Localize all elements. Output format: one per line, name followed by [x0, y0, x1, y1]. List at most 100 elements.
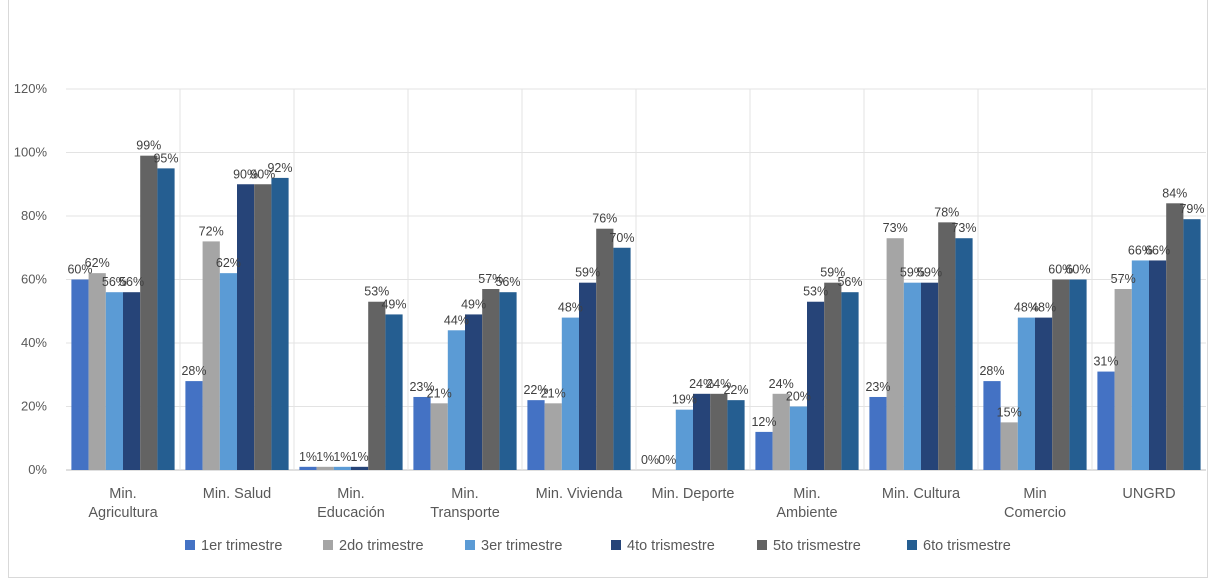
legend-label: 2do trimestre: [339, 538, 424, 554]
data-label: 0%: [641, 453, 659, 467]
bar: [579, 282, 597, 470]
data-labels: 60%62%56%56%99%95%28%72%62%90%90%92%1% 1%…: [67, 139, 1204, 467]
data-label: 48%: [558, 301, 583, 315]
data-label: 1%: [299, 450, 317, 464]
data-label: 28%: [181, 364, 206, 378]
bar: [983, 381, 1001, 470]
y-tick-label: 100%: [14, 145, 48, 160]
data-label: 1%: [316, 450, 334, 464]
data-label: 57%: [478, 272, 503, 286]
legend-item: 4to trismestre: [611, 538, 715, 554]
data-label: 49%: [461, 297, 486, 311]
bar: [105, 292, 123, 470]
data-label: 62%: [85, 256, 110, 270]
data-label: 24%: [706, 377, 731, 391]
data-label: 59%: [900, 266, 925, 280]
data-label: 31%: [1093, 355, 1118, 369]
x-axis-labels: Min. Agricultura Min. Salud Min. Educación Mi…: [88, 486, 1175, 521]
x-tick-label: Min.: [793, 486, 820, 502]
data-label: 92%: [267, 161, 292, 175]
x-tick-label: Min. Deporte: [651, 486, 734, 502]
data-label: 76%: [592, 212, 617, 226]
bar: [1131, 260, 1149, 470]
legend-label: 5to trismestre: [773, 538, 861, 554]
bar: [841, 292, 859, 470]
legend-swatch: [611, 540, 621, 550]
bar: [271, 177, 289, 470]
data-label: 24%: [769, 377, 794, 391]
bars: [71, 155, 1201, 471]
data-label: 44%: [444, 313, 469, 327]
bar: [123, 292, 141, 470]
data-label: 53%: [803, 285, 828, 299]
bar: [755, 431, 773, 470]
data-label: 60%: [67, 263, 92, 277]
bar: [955, 238, 973, 470]
bar: [254, 184, 272, 470]
legend-item: 6to trismestre: [907, 538, 1011, 554]
legend-item: 1er trimestre: [185, 538, 282, 554]
legend-label: 1er trimestre: [201, 538, 282, 554]
bar: [333, 466, 351, 470]
bar: [544, 403, 562, 470]
bar: [219, 273, 237, 470]
data-label: 24%: [689, 377, 714, 391]
legend-swatch: [323, 540, 333, 550]
bar: [1097, 371, 1115, 470]
bar: [613, 247, 631, 470]
data-label: 78%: [934, 205, 959, 219]
data-label: 99%: [136, 139, 161, 153]
data-label: 48%: [1014, 301, 1039, 315]
bar: [727, 400, 745, 470]
x-tick-label: Min.: [337, 486, 364, 502]
data-label: 56%: [119, 275, 144, 289]
data-label: 22%: [523, 383, 548, 397]
data-label: 21%: [427, 386, 452, 400]
x-tick-label: Ambiente: [776, 505, 837, 521]
data-label: 73%: [951, 221, 976, 235]
x-tick-label: Min. Cultura: [882, 486, 961, 502]
data-label: 79%: [1179, 202, 1204, 216]
legend-swatch: [907, 540, 917, 550]
bar: [938, 222, 956, 470]
legend-item: 2do trimestre: [323, 538, 424, 554]
legend-label: 6to trismestre: [923, 538, 1011, 554]
data-label: 66%: [1145, 243, 1170, 257]
x-tick-label: UNGRD: [1122, 486, 1175, 502]
x-tick-label: Min. Salud: [203, 486, 272, 502]
bar: [527, 400, 545, 470]
bar: [316, 466, 334, 470]
bar: [1000, 422, 1018, 470]
data-label: 53%: [364, 285, 389, 299]
data-label: 57%: [1111, 272, 1136, 286]
legend-item: 5to trismestre: [757, 538, 861, 554]
legend-label: 3er trimestre: [481, 538, 562, 554]
x-tick-label: Transporte: [430, 505, 500, 521]
bar: [1114, 289, 1132, 470]
bar: [499, 292, 517, 470]
bar: [807, 301, 825, 470]
legend: 1er trimestre 2do trimestre 3er trimestre 4…: [185, 538, 1011, 554]
data-label: 20%: [786, 390, 811, 404]
data-label: 62%: [216, 256, 241, 270]
data-label: 56%: [837, 275, 862, 289]
bar: [368, 301, 386, 470]
x-tick-label: Min. Vivienda: [536, 486, 624, 502]
y-axis-ticks: 0% 20% 40% 60% 80% 100% 120%: [14, 81, 48, 477]
data-label: 0%: [658, 453, 676, 467]
x-tick-label: Min.: [109, 486, 136, 502]
x-tick-label: Educación: [317, 505, 385, 521]
bar: [447, 330, 465, 470]
data-label: 73%: [883, 221, 908, 235]
bar: [202, 241, 220, 470]
bar: [185, 381, 203, 470]
data-label: 59%: [575, 266, 600, 280]
bar: [1069, 279, 1087, 470]
data-label: 84%: [1162, 186, 1187, 200]
bar: [921, 282, 939, 470]
data-label: 59%: [917, 266, 942, 280]
bar: [413, 396, 431, 470]
data-label: 56%: [102, 275, 127, 289]
bar: [465, 314, 483, 470]
data-label: 49%: [381, 297, 406, 311]
